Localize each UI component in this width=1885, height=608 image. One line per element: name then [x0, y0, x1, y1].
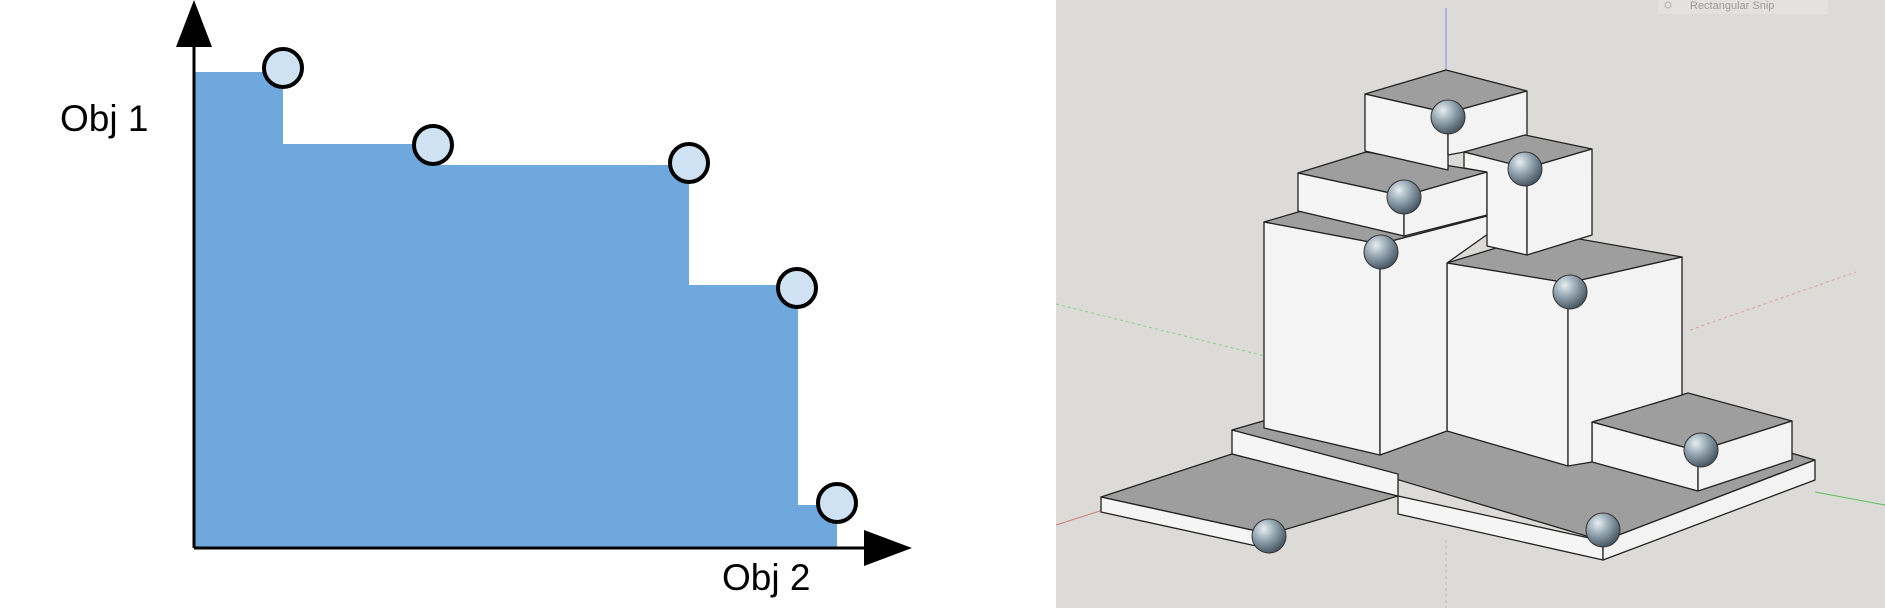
right-block-right: [1697, 420, 1793, 492]
left-tower-front: [1263, 221, 1381, 456]
sphere: [1552, 274, 1588, 310]
stepped-structure: [1100, 69, 1816, 561]
pareto-front-diagram: Obj 1 Obj 2: [60, 0, 912, 598]
sphere: [1386, 179, 1422, 215]
snip-toolbar-icon: [1664, 1, 1672, 9]
right-tower-right: [1567, 256, 1683, 467]
sphere: [1251, 518, 1287, 554]
base-right-face: [1602, 459, 1816, 561]
sphere: [1430, 99, 1466, 135]
pareto-point: [262, 47, 304, 89]
pareto-point: [776, 267, 818, 309]
spheres: [1251, 99, 1719, 554]
red-axis-line-right: [1689, 271, 1857, 331]
snip-toolbar[interactable]: [1658, 0, 1828, 14]
sphere: [1683, 432, 1719, 468]
red-axis-line-left: [1056, 509, 1104, 526]
dominated-region: [194, 72, 837, 548]
green-axis-line: [1056, 303, 1266, 357]
sphere: [1585, 512, 1621, 548]
y-axis-label: Obj 1: [60, 98, 148, 139]
sphere: [1363, 234, 1399, 270]
sketchup-3d-view[interactable]: Rectangular Snip: [1056, 0, 1885, 608]
green-axis-line-right: [1814, 491, 1885, 506]
x-axis-label: Obj 2: [722, 557, 810, 598]
pareto-point: [412, 124, 454, 166]
pareto-point: [816, 482, 858, 524]
y-axis-arrowhead: [176, 0, 212, 47]
x-axis-arrowhead: [864, 530, 912, 566]
stepped-blocks-svg: Rectangular Snip: [1056, 0, 1885, 608]
pareto-points: [262, 47, 858, 524]
pareto-point: [668, 142, 710, 184]
sphere: [1507, 151, 1543, 187]
top-right-block-right: [1526, 148, 1593, 256]
top-block-front: [1364, 93, 1449, 171]
right-tower-front: [1446, 262, 1569, 467]
snip-toolbar-label: Rectangular Snip: [1690, 0, 1774, 12]
pareto-svg: Obj 1 Obj 2: [60, 0, 912, 598]
